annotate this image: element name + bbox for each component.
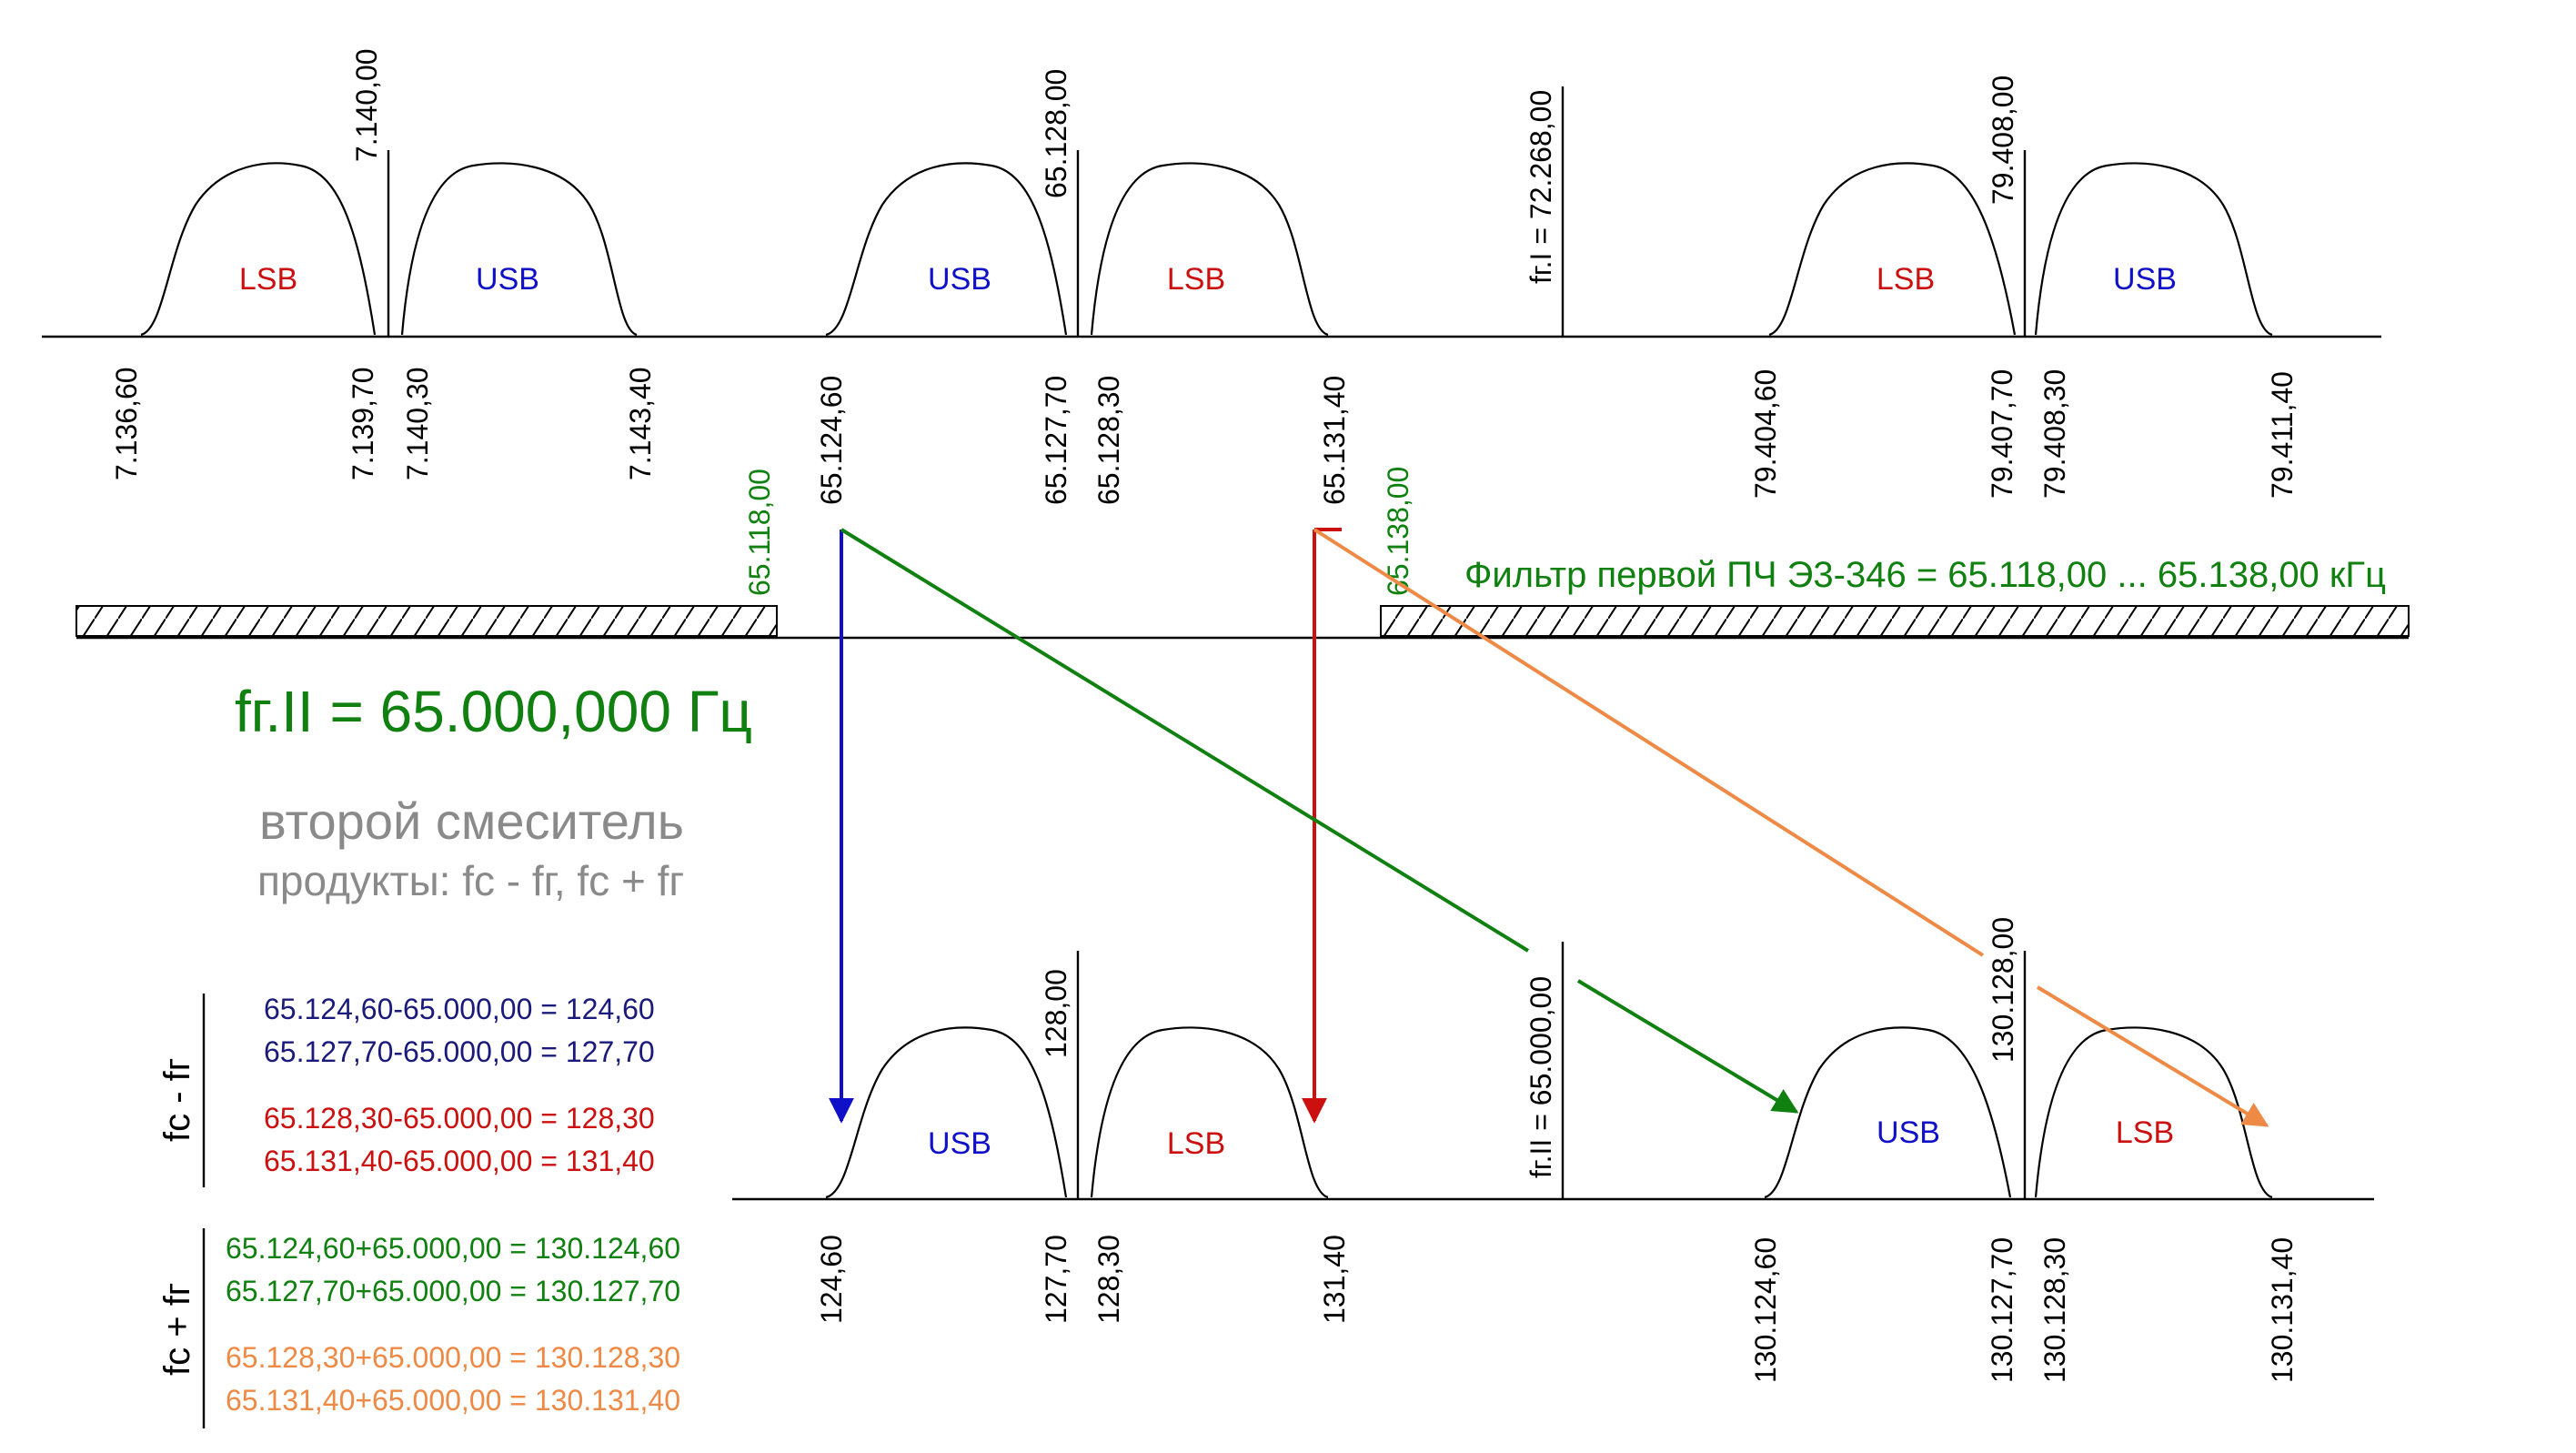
sideband-curve [825,1026,1068,1199]
top-group-3: 79.408,00 LSB USB 79.404,60 79.407,70 79… [1749,76,2299,499]
filter-low-edge-label: 65.118,00 [743,469,776,596]
tick-label: 65.127,70 [1040,376,1072,505]
mixer-products: продукты: fc - fг, fc + fг [257,857,684,904]
difference-line: 65.124,60-65.000,00 = 124,60 [264,993,655,1025]
sum-line: 65.128,30+65.000,00 = 130.128,30 [226,1341,680,1374]
carrier-freq-label: 65.128,00 [1040,69,1072,198]
sideband-curve [1768,162,2017,337]
filter-stopband-left [75,605,778,637]
tick-label: 127,70 [1040,1235,1072,1324]
bottom-group-2: 130.128,00 USB LSB 130.124,60 130.127,70… [1749,917,2299,1383]
tick-label: 130.131,40 [2266,1237,2299,1383]
tick-label: 65.124,60 [815,376,848,505]
tick-label: 7.143,40 [624,367,657,480]
filter-caption: Фильтр первой ПЧ Э3-346 = 65.118,00 ... … [1464,555,2386,595]
top-group-1: 7.140,00 LSB USB 7.136,60 7.139,70 7.140… [110,48,657,480]
lo2-label: fг.II = 65.000,00 [1524,976,1557,1178]
lower-sideband-label: USB [1877,1115,1940,1150]
arrow-green [840,528,1530,953]
lo2-frequency-title: fг.II = 65.000,000 Гц [235,679,752,744]
sideband-curve [2034,162,2273,337]
lower-sideband-label: LSB [239,262,297,297]
carrier-freq-label: 128,00 [1040,969,1072,1058]
carrier-freq-label: 7.140,00 [350,48,383,162]
tick-label: 79.411,40 [2266,371,2299,499]
difference-line: 65.128,30-65.000,00 = 128,30 [264,1102,655,1135]
sideband-curve [1764,1026,2012,1199]
sum-label: fc + fг [157,1283,197,1376]
carrier-freq-label: 130.128,00 [1987,917,2019,1063]
tick-label: 131,40 [1318,1235,1351,1324]
upper-sideband-label: LSB [1167,1126,1225,1161]
tick-label: 65.131,40 [1318,376,1351,505]
tick-label: 7.136,60 [110,367,143,480]
difference-line: 65.127,70-65.000,00 = 127,70 [264,1035,655,1068]
sum-line: 65.124,60+65.000,00 = 130.124,60 [226,1232,680,1265]
tick-label: 79.404,60 [1749,369,1782,499]
tick-label: 128,30 [1092,1235,1125,1324]
carrier-freq-label: 79.408,00 [1987,76,2019,205]
tick-label: 124,60 [815,1235,848,1324]
tick-label: 130.128,30 [2038,1237,2071,1383]
tick-label: 130.124,60 [1749,1237,1782,1383]
arrow-orange [1313,528,1985,957]
sideband-curve [400,162,638,337]
mixer-info: fг.II = 65.000,000 Гц второй смеситель п… [235,679,752,904]
tick-label: 79.407,70 [1986,369,2018,499]
difference-label: fc - fг [157,1058,197,1142]
lower-sideband-label: LSB [1877,262,1935,297]
mixer-title: второй смеситель [259,792,684,850]
bottom-group-1: 128,00 USB LSB 124,60 127,70 128,30 131,… [815,951,1351,1324]
tick-label: 130.127,70 [1986,1237,2018,1383]
tick-label: 7.139,70 [347,367,379,480]
tick-label: 7.140,30 [401,367,434,480]
lower-sideband-label: USB [928,262,991,297]
difference-products: fc - fг 65.124,60-65.000,00 = 124,60 65.… [157,993,655,1187]
sum-line: 65.131,40+65.000,00 = 130.131,40 [226,1384,680,1417]
tick-label: 65.128,30 [1092,376,1125,505]
filter-stopband-right [1380,605,2410,637]
upper-sideband-label: USB [476,262,539,297]
difference-line: 65.131,40-65.000,00 = 131,40 [264,1145,655,1177]
bottom-spectrum: 128,00 USB LSB 124,60 127,70 128,30 131,… [732,917,2374,1383]
tick-label: 79.408,30 [2038,369,2071,499]
sideband-curve [825,162,1068,337]
sideband-curve [1090,1026,1329,1199]
if-filter: 65.118,00 65.138,00 Фильтр первой ПЧ Э3-… [75,467,2410,640]
top-spectrum: 7.140,00 LSB USB 7.136,60 7.139,70 7.140… [42,48,2381,505]
arrow-green-tail [1576,979,1799,1114]
mapping-arrows [829,528,2269,1127]
arrow-orange-tail [2036,985,2269,1127]
upper-sideband-label: LSB [2116,1115,2174,1150]
sum-products: fc + fг 65.124,60+65.000,00 = 130.124,60… [157,1228,680,1428]
lo1-label: fг.I = 72.268,00 [1524,90,1557,284]
lower-sideband-label: USB [928,1126,991,1161]
upper-sideband-label: USB [2113,262,2177,297]
sideband-curve [2034,1026,2273,1199]
top-group-2: 65.128,00 USB LSB 65.124,60 65.127,70 65… [815,69,1351,505]
sideband-curve [1090,162,1329,337]
upper-sideband-label: LSB [1167,262,1225,297]
sideband-curve [140,162,377,337]
sum-line: 65.127,70+65.000,00 = 130.127,70 [226,1275,680,1307]
